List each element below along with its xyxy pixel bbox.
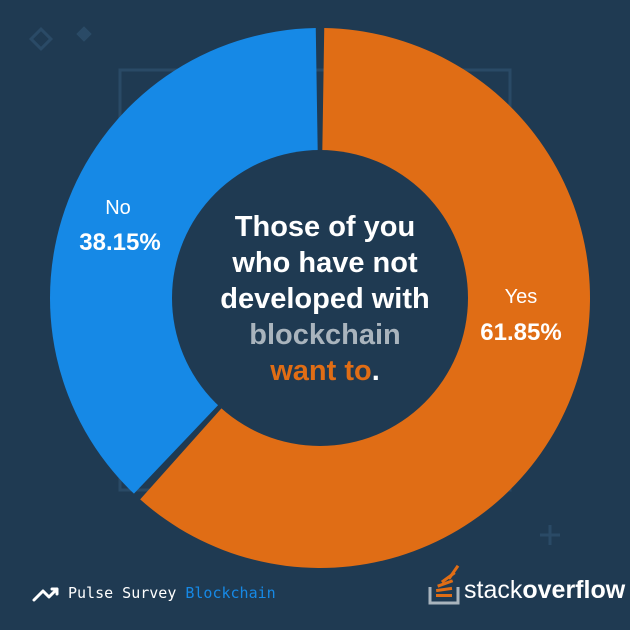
title-line-5-highlight: want to xyxy=(269,355,372,387)
title-line-1: Those of you xyxy=(235,211,415,243)
title-line-5: want to. xyxy=(269,355,380,387)
footer-survey: Pulse Survey Blockchain xyxy=(32,584,276,602)
trending-up-icon xyxy=(32,587,59,602)
survey-topic: Blockchain xyxy=(185,584,275,602)
value-label-no: 38.15% xyxy=(79,229,160,256)
footer-text: Pulse Survey Blockchain xyxy=(68,584,276,602)
stackoverflow-logo-icon xyxy=(428,564,460,605)
chart-title: Those of you who have not developed with… xyxy=(220,211,429,387)
title-line-3: developed with xyxy=(220,283,429,315)
brand-part1: stack xyxy=(464,576,523,604)
title-line-4: blockchain xyxy=(249,319,401,351)
label-no: No xyxy=(105,197,131,219)
diamond-outline-icon xyxy=(28,26,54,52)
donut-hole xyxy=(172,150,468,446)
title-line-5-suffix: . xyxy=(372,355,380,387)
plus-icon xyxy=(540,525,560,545)
survey-label: Pulse Survey xyxy=(68,584,176,602)
title-line-2: who have not xyxy=(231,247,418,279)
diamond-icon xyxy=(76,26,92,42)
brand-logo: stackoverflow xyxy=(428,564,626,605)
label-yes: Yes xyxy=(505,286,538,308)
brand-name: stackoverflow xyxy=(464,576,626,604)
brand-part2: overflow xyxy=(522,576,625,604)
value-label-yes: 61.85% xyxy=(480,319,561,346)
